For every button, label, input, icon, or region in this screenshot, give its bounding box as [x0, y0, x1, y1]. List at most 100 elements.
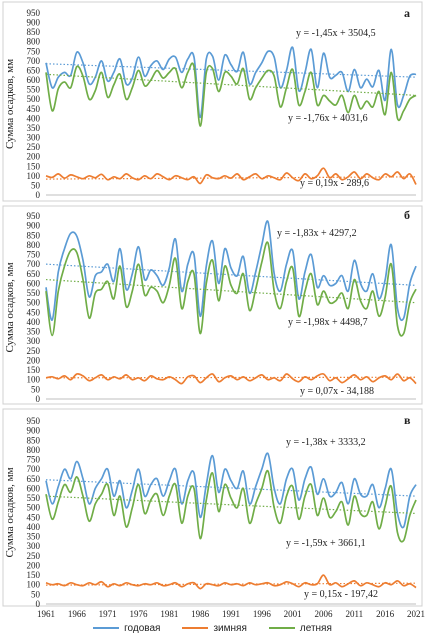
y-tick-label: 0	[36, 599, 41, 609]
y-axis-label: Сумма осадков, мм	[4, 467, 16, 557]
x-tick-label: 2021	[407, 609, 425, 618]
legend-label-winter: зимняя	[213, 622, 247, 634]
trend-line-summer	[45, 278, 417, 304]
panel-letter: в	[404, 413, 411, 427]
legend-swatch-winter	[182, 627, 209, 629]
x-tick-label: 1966	[68, 609, 87, 618]
legend-swatch-annual	[93, 627, 120, 629]
trend-line-winter	[45, 176, 417, 180]
legend-label-annual: годовая	[124, 622, 161, 634]
panel-frame	[2, 205, 423, 405]
y-tick-label: 900	[27, 18, 41, 28]
y-tick-label: 300	[27, 336, 41, 346]
y-tick-label: 950	[27, 8, 41, 18]
y-tick-label: 650	[27, 65, 41, 75]
y-tick-label: 900	[27, 426, 41, 436]
y-tick-label: 0	[36, 190, 41, 200]
trend-line-annual	[45, 63, 417, 78]
legend-swatch-summer	[268, 627, 295, 629]
trend-equation-annual: y = -1,45x + 3504,5	[296, 28, 376, 39]
y-tick-label: 50	[31, 180, 41, 190]
y-tick-label: 350	[27, 327, 41, 337]
y-tick-label: 50	[31, 384, 41, 394]
trend-equation-summer: y = -1,76x + 4031,6	[288, 113, 368, 124]
y-tick-label: 400	[27, 113, 41, 123]
x-tick-label: 1971	[99, 609, 117, 618]
legend-item-summer: летняя	[268, 622, 332, 634]
panel-letter: а	[404, 6, 410, 20]
y-tick-label: 950	[27, 416, 41, 426]
y-tick-label: 600	[27, 75, 41, 85]
x-tick-label: 2011	[345, 609, 363, 618]
y-tick-label: 0	[36, 394, 41, 404]
trend-equation-summer: y = -1,59x + 3661,1	[286, 538, 366, 549]
y-tick-label: 550	[27, 85, 41, 95]
trend-equation-annual: y = -1,83x + 4297,2	[277, 228, 357, 239]
panel-3: 0501001502002503003504004505005506006507…	[2, 408, 425, 618]
y-tick-label: 250	[27, 142, 41, 152]
series-line-annual	[45, 46, 417, 119]
y-tick-label: 200	[27, 560, 41, 570]
trend-line-annual	[45, 479, 417, 497]
y-tick-label: 100	[27, 580, 41, 590]
y-tick-label: 700	[27, 56, 41, 66]
y-tick-label: 150	[27, 570, 41, 580]
y-tick-label: 850	[27, 230, 41, 240]
y-tick-label: 450	[27, 307, 41, 317]
chart-figure: 0501001502002503003504004505005506006507…	[2, 1, 425, 618]
trend-line-winter	[45, 582, 417, 586]
panel-2: 0501001502002503003504004505005506006507…	[2, 205, 423, 405]
y-tick-label: 850	[27, 27, 41, 37]
y-tick-label: 150	[27, 161, 41, 171]
y-tick-label: 250	[27, 346, 41, 356]
trend-equation-winter: y = 0,15x - 197,42	[304, 589, 378, 600]
x-tick-label: 2006	[315, 609, 334, 618]
y-tick-label: 400	[27, 522, 41, 532]
y-tick-label: 300	[27, 133, 41, 143]
y-tick-label: 450	[27, 104, 41, 114]
y-tick-label: 750	[27, 455, 41, 465]
trend-equation-winter: y = 0,19x - 289,6	[300, 178, 369, 189]
x-tick-label: 1976	[130, 609, 149, 618]
trend-equation-annual: y = -1,38x + 3333,2	[286, 437, 366, 448]
y-tick-label: 900	[27, 221, 41, 231]
x-tick-label: 1981	[160, 609, 178, 618]
trend-line-summer	[45, 495, 417, 515]
x-tick-label: 2016	[376, 609, 395, 618]
y-tick-label: 500	[27, 503, 41, 513]
series-line-winter	[45, 372, 417, 385]
x-tick-label: 2001	[284, 609, 302, 618]
y-axis-label: Сумма осадков, мм	[4, 59, 16, 149]
trend-equation-winter: y = 0,07x - 34,188	[300, 386, 374, 397]
x-tick-label: 1961	[37, 609, 55, 618]
series-line-summer	[45, 241, 417, 337]
y-tick-label: 750	[27, 46, 41, 56]
y-tick-label: 650	[27, 474, 41, 484]
panel-frame	[2, 1, 423, 202]
y-tick-label: 300	[27, 541, 41, 551]
panel-letter: б	[404, 208, 410, 222]
trend-equation-summer: y = -1,98x + 4498,7	[288, 317, 368, 328]
trend-line-summer	[45, 73, 417, 96]
y-tick-label: 350	[27, 123, 41, 133]
y-tick-label: 600	[27, 278, 41, 288]
y-axis-label: Сумма осадков, мм	[4, 262, 16, 352]
y-tick-label: 350	[27, 532, 41, 542]
y-tick-label: 850	[27, 435, 41, 445]
series-line-summer	[45, 62, 417, 127]
legend-item-annual: годовая	[93, 623, 160, 634]
y-tick-label: 700	[27, 259, 41, 269]
y-tick-label: 550	[27, 493, 41, 503]
series-line-winter	[45, 167, 417, 185]
y-tick-label: 600	[27, 483, 41, 493]
y-tick-label: 800	[27, 445, 41, 455]
y-tick-label: 800	[27, 37, 41, 47]
y-tick-label: 800	[27, 240, 41, 250]
y-tick-label: 650	[27, 269, 41, 279]
y-tick-label: 200	[27, 355, 41, 365]
y-tick-label: 450	[27, 512, 41, 522]
y-tick-label: 100	[27, 171, 41, 181]
legend-label-summer: летняя	[299, 622, 332, 634]
x-tick-label: 1996	[253, 609, 272, 618]
y-tick-label: 200	[27, 152, 41, 162]
